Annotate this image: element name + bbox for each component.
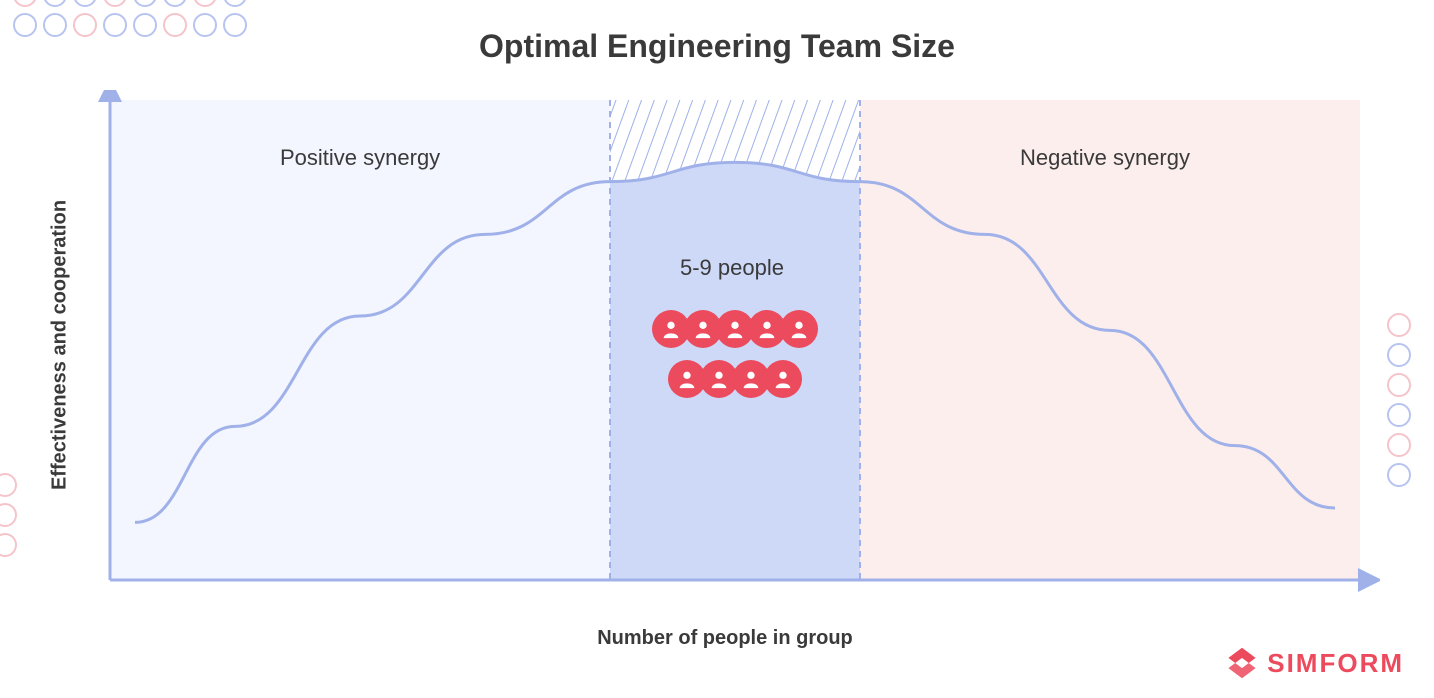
brand-logo: SIMFORM xyxy=(1225,646,1404,680)
x-axis-label: Number of people in group xyxy=(597,627,853,650)
decor-circles-right xyxy=(1384,310,1434,530)
people-icons xyxy=(652,310,818,398)
positive-synergy-label: Positive synergy xyxy=(280,145,440,171)
chart-area: Effectiveness and cooperation Number of … xyxy=(70,90,1380,600)
optimal-range-label: 5-9 people xyxy=(680,255,784,281)
brand-text: SIMFORM xyxy=(1267,648,1404,679)
y-axis-label: Effectiveness and cooperation xyxy=(49,200,72,490)
simform-mark-icon xyxy=(1225,646,1259,680)
decor-circles-top-left xyxy=(10,0,260,80)
negative-synergy-label: Negative synergy xyxy=(1020,145,1190,171)
decor-circles-bottom-left xyxy=(0,470,50,590)
